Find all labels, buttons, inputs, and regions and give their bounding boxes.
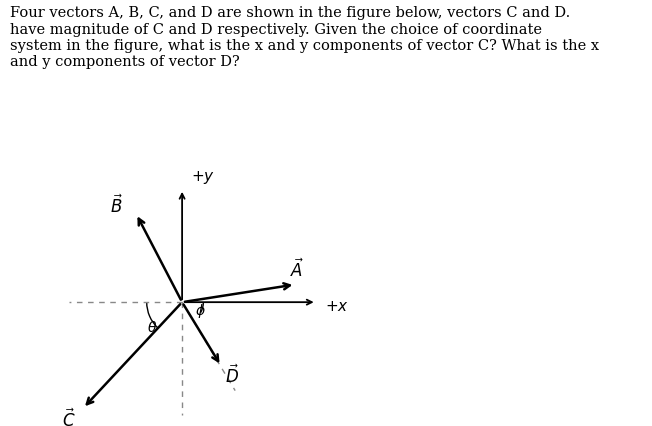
Text: $\vec{D}$: $\vec{D}$ [225,364,239,386]
Text: $\vec{C}$: $\vec{C}$ [62,408,76,426]
Text: Four vectors A, B, C, and D are shown in the figure below, vectors C and D.
have: Four vectors A, B, C, and D are shown in… [10,6,599,69]
Text: $+x$: $+x$ [325,299,349,313]
Text: $\theta$: $\theta$ [147,319,157,334]
Text: $\vec{B}$: $\vec{B}$ [110,194,123,216]
Text: $\phi$: $\phi$ [195,301,206,319]
Text: $\vec{A}$: $\vec{A}$ [290,258,304,280]
Text: $+y$: $+y$ [191,169,215,186]
